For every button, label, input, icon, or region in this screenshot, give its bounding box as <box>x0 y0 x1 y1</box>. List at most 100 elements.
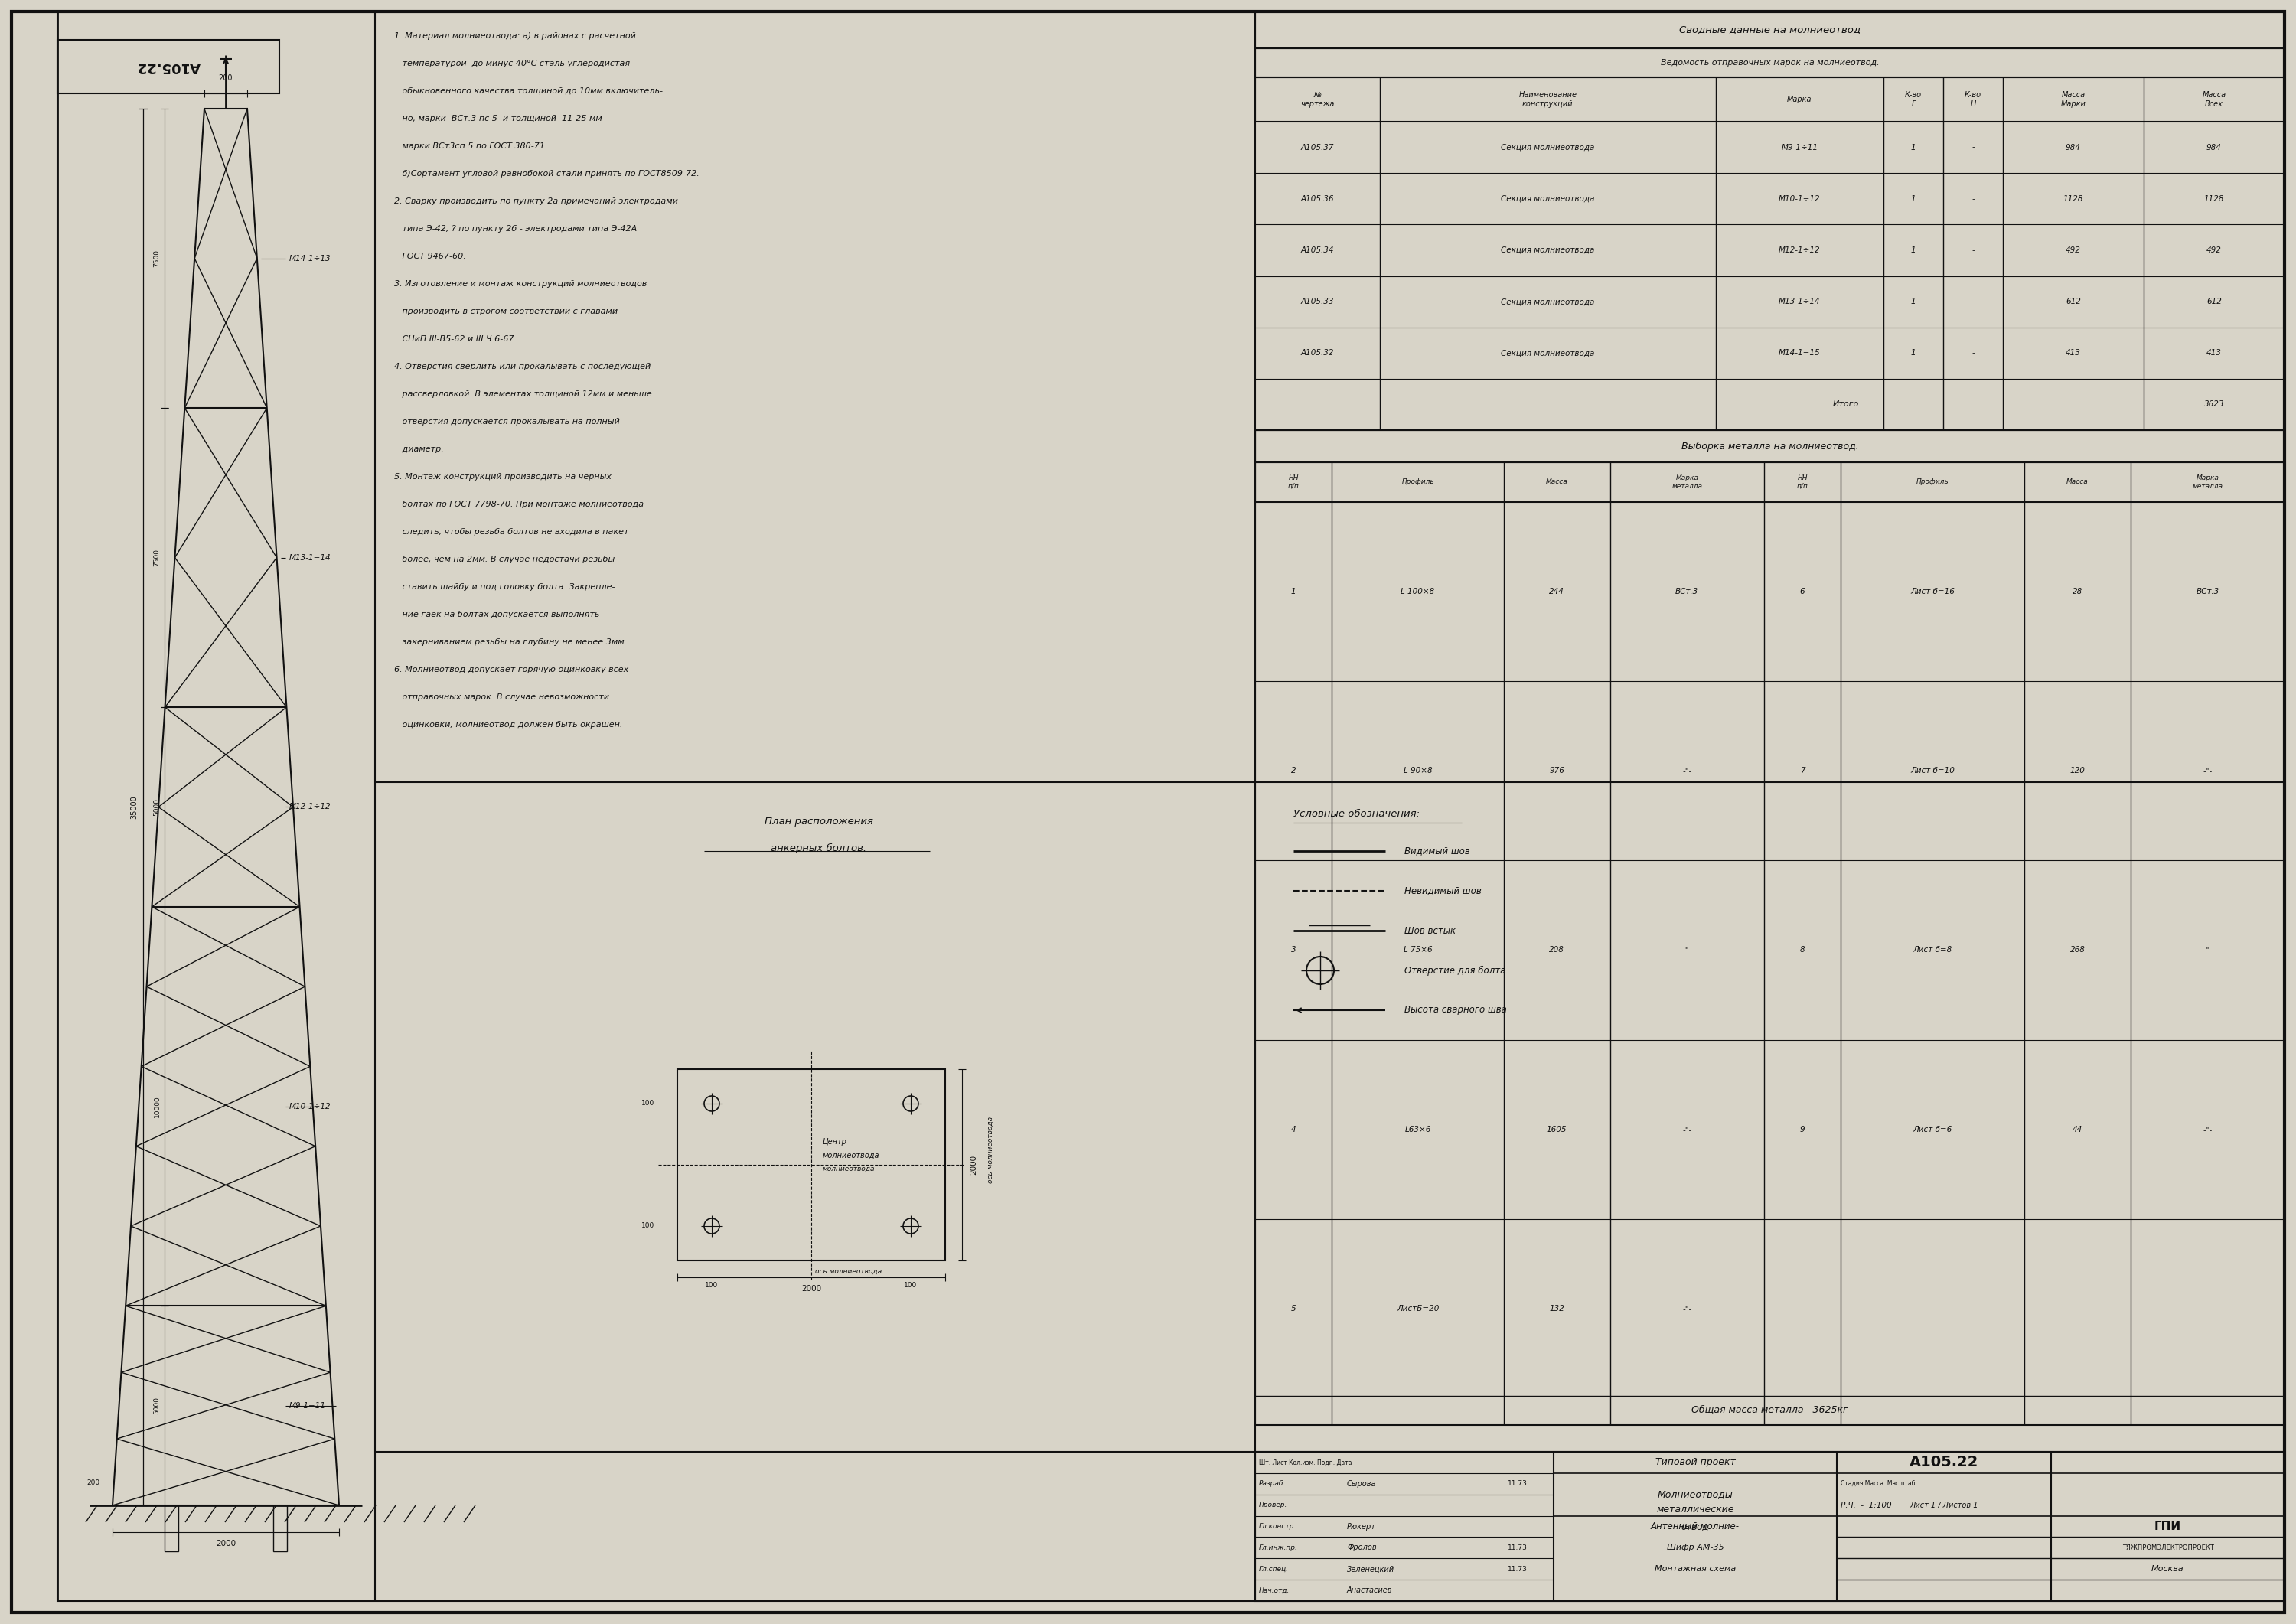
Text: План расположения: План расположения <box>765 817 872 827</box>
Text: диаметр.: диаметр. <box>395 445 443 453</box>
Text: 4: 4 <box>1290 1125 1297 1134</box>
Text: 7500: 7500 <box>154 549 161 567</box>
Text: б)Сортамент угловой равнобокой стали принять по ГОСТ8509-72.: б)Сортамент угловой равнобокой стали при… <box>395 171 700 177</box>
Text: L 100×8: L 100×8 <box>1401 588 1435 596</box>
Text: ВСт.3: ВСт.3 <box>1676 588 1699 596</box>
Text: Гл.инж.пр.: Гл.инж.пр. <box>1258 1544 1297 1551</box>
Text: 100: 100 <box>641 1223 654 1229</box>
Text: 1: 1 <box>1910 143 1915 151</box>
Text: ние гаек на болтах допускается выполнять: ние гаек на болтах допускается выполнять <box>395 611 599 619</box>
Text: Гл.спец.: Гл.спец. <box>1258 1566 1288 1572</box>
Text: Гл.констр.: Гл.констр. <box>1258 1523 1297 1530</box>
Text: Масса: Масса <box>1545 479 1568 486</box>
Text: -: - <box>1972 349 1975 357</box>
Text: 6: 6 <box>1800 588 1805 596</box>
Text: -"-: -"- <box>2202 767 2213 775</box>
Text: Шов встык: Шов встык <box>1405 926 1456 935</box>
Text: молниеотвода: молниеотвода <box>822 1164 875 1173</box>
Bar <box>1256 49 2285 78</box>
Text: Нач.отд.: Нач.отд. <box>1258 1587 1290 1593</box>
Text: Провер.: Провер. <box>1258 1502 1288 1509</box>
Text: оцинковки, молниеотвод должен быть окрашен.: оцинковки, молниеотвод должен быть окраш… <box>395 721 622 729</box>
Text: К-во
Г: К-во Г <box>1906 91 1922 107</box>
Bar <box>1256 78 2285 122</box>
Text: -"-: -"- <box>1683 947 1692 953</box>
Text: Шифр АМ-35: Шифр АМ-35 <box>1667 1544 1724 1551</box>
Text: А105.36: А105.36 <box>1302 195 1334 203</box>
Text: 984: 984 <box>2066 143 2080 151</box>
Text: -"-: -"- <box>1683 1125 1692 1134</box>
Text: 100: 100 <box>705 1281 719 1288</box>
Text: Условные обозначения:: Условные обозначения: <box>1293 809 1419 818</box>
Text: 2: 2 <box>1290 767 1297 775</box>
Text: 200: 200 <box>87 1479 101 1486</box>
Text: ГПИ: ГПИ <box>2154 1520 2181 1531</box>
Text: Секция молниеотвода: Секция молниеотвода <box>1502 247 1593 253</box>
Text: А105.22: А105.22 <box>1910 1455 1979 1470</box>
Text: 1128: 1128 <box>2064 195 2082 203</box>
Text: 244: 244 <box>1550 588 1564 596</box>
Text: отверстия допускается прокалывать на полный: отверстия допускается прокалывать на пол… <box>395 417 620 425</box>
Text: 3: 3 <box>1290 947 1297 953</box>
Text: -: - <box>1972 195 1975 203</box>
Text: Монтажная схема: Монтажная схема <box>1655 1566 1736 1574</box>
Text: М12-1÷12: М12-1÷12 <box>289 804 331 810</box>
Text: 413: 413 <box>2206 349 2223 357</box>
Text: 1: 1 <box>1910 297 1915 305</box>
Text: Ведомость отправочных марок на молниеотвод.: Ведомость отправочных марок на молниеотв… <box>1660 58 1878 67</box>
Text: Шт. Лист Кол.изм. Подп. Дата: Шт. Лист Кол.изм. Подп. Дата <box>1258 1458 1352 1466</box>
Bar <box>1256 430 2285 463</box>
Text: М9-1÷11: М9-1÷11 <box>289 1402 326 1410</box>
Text: Марка: Марка <box>1786 96 1812 104</box>
Text: М12-1÷12: М12-1÷12 <box>1779 247 1821 253</box>
Text: Лист б=8: Лист б=8 <box>1913 947 1952 953</box>
Text: Секция молниеотвода: Секция молниеотвода <box>1502 297 1593 305</box>
Text: -"-: -"- <box>1683 767 1692 775</box>
Text: Разраб.: Разраб. <box>1258 1481 1286 1488</box>
Text: НН
п/п: НН п/п <box>1798 474 1807 489</box>
Text: К-во
Н: К-во Н <box>1965 91 1981 107</box>
Text: Итого: Итого <box>1832 401 1860 408</box>
Text: 2000: 2000 <box>969 1155 978 1174</box>
Text: 120: 120 <box>2071 767 2085 775</box>
Text: 5. Монтаж конструкций производить на черных: 5. Монтаж конструкций производить на чер… <box>395 473 611 481</box>
Text: Лист б=6: Лист б=6 <box>1913 1125 1952 1134</box>
Text: отправочных марок. В случае невозможности: отправочных марок. В случае невозможност… <box>395 693 608 702</box>
Text: обыкновенного качества толщиной до 10мм включитель-: обыкновенного качества толщиной до 10мм … <box>395 88 664 94</box>
Text: Р.Ч.  -  1:100: Р.Ч. - 1:100 <box>1841 1501 1892 1509</box>
Text: Молниеотводы: Молниеотводы <box>1658 1489 1733 1499</box>
Text: 7: 7 <box>1800 767 1805 775</box>
Bar <box>1256 11 2285 49</box>
Text: 11.73: 11.73 <box>1508 1481 1527 1488</box>
Text: -: - <box>1972 247 1975 253</box>
Text: А105.37: А105.37 <box>1302 143 1334 151</box>
Text: Масса
Всех: Масса Всех <box>2202 91 2227 107</box>
Text: Лист 1 / Листов 1: Лист 1 / Листов 1 <box>1910 1501 1979 1509</box>
Text: 612: 612 <box>2206 297 2223 305</box>
Text: 1: 1 <box>1910 349 1915 357</box>
Text: М13-1÷14: М13-1÷14 <box>289 554 331 562</box>
Text: марки ВСт3сп 5 по ГОСТ 380-71.: марки ВСт3сп 5 по ГОСТ 380-71. <box>395 143 546 149</box>
Text: 5000: 5000 <box>154 1397 161 1415</box>
Text: 492: 492 <box>2066 247 2080 253</box>
Text: Центр: Центр <box>822 1138 847 1145</box>
Text: Москва: Москва <box>2151 1566 2183 1574</box>
Text: 1605: 1605 <box>1548 1125 1566 1134</box>
Text: 2000: 2000 <box>216 1540 236 1548</box>
Text: -"-: -"- <box>2202 1125 2213 1134</box>
Text: 268: 268 <box>2071 947 2085 953</box>
Text: ТЯЖПРОМЭЛЕКТРОПРОЕКТ: ТЯЖПРОМЭЛЕКТРОПРОЕКТ <box>2122 1544 2213 1551</box>
Text: Фролов: Фролов <box>1348 1544 1378 1551</box>
Text: 2. Сварку производить по пункту 2а примечаний электродами: 2. Сварку производить по пункту 2а приме… <box>395 198 677 205</box>
Text: металлические: металлические <box>1655 1505 1733 1515</box>
Text: 10000: 10000 <box>154 1095 161 1117</box>
Text: 8: 8 <box>1800 947 1805 953</box>
Text: Высота сварного шва: Высота сварного шва <box>1405 1005 1506 1015</box>
Text: 984: 984 <box>2206 143 2223 151</box>
Bar <box>57 41 280 93</box>
Text: 4. Отверстия сверлить или прокалывать с последующей: 4. Отверстия сверлить или прокалывать с … <box>395 362 650 370</box>
Text: Профиль: Профиль <box>1917 479 1949 486</box>
Text: 2000: 2000 <box>801 1285 822 1293</box>
Text: следить, чтобы резьба болтов не входила в пакет: следить, чтобы резьба болтов не входила … <box>395 528 629 536</box>
Text: Невидимый шов: Невидимый шов <box>1405 885 1481 896</box>
